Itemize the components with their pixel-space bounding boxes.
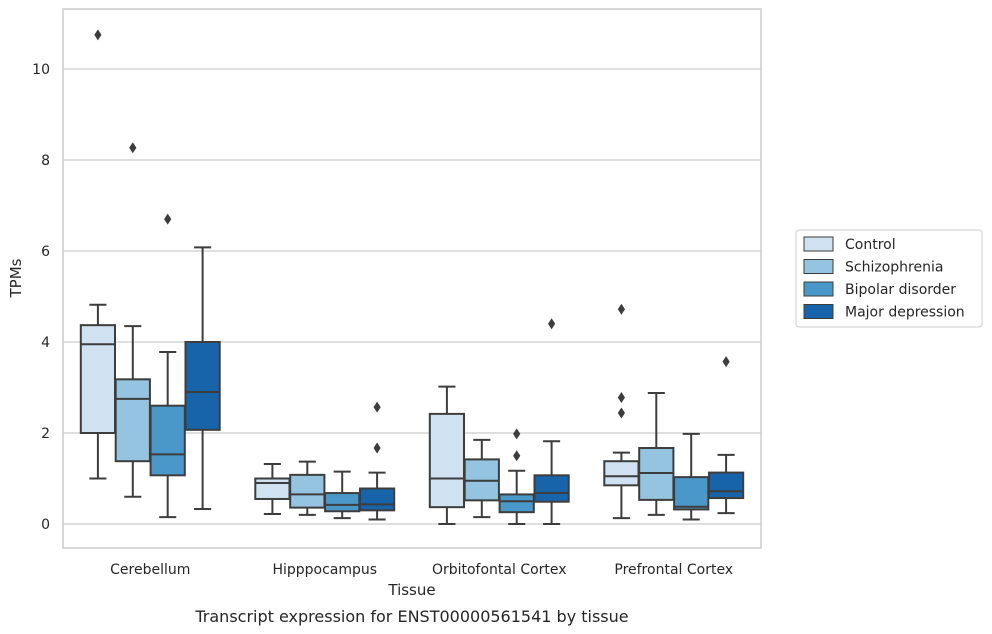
box-body bbox=[498, 493, 535, 514]
y-tick-label: 4 bbox=[41, 335, 50, 351]
legend-label: Major depression bbox=[845, 305, 965, 321]
x-axis-label: Tissue bbox=[387, 581, 435, 599]
y-tick-label: 6 bbox=[41, 244, 50, 260]
box-body bbox=[707, 471, 745, 500]
box-3-1 bbox=[358, 401, 396, 521]
box-0-2 bbox=[428, 385, 466, 525]
legend-items: Control Schizophrenia Bipolar disorder Majo… bbox=[803, 236, 965, 321]
boxes bbox=[79, 29, 745, 525]
x-tick-label: Cerebellum bbox=[110, 562, 190, 578]
box-1-0 bbox=[114, 142, 151, 498]
box-1-3 bbox=[638, 391, 675, 516]
outlier-point bbox=[164, 213, 172, 225]
outlier-point bbox=[617, 407, 625, 419]
x-tick-label: Orbitofontal Cortex bbox=[432, 562, 567, 578]
outlier-point bbox=[513, 450, 521, 462]
box-body bbox=[79, 324, 117, 435]
box-2-3 bbox=[673, 432, 710, 521]
box-2-0 bbox=[149, 213, 186, 519]
legend-label: Schizophrenia bbox=[845, 260, 943, 276]
legend-swatch bbox=[803, 281, 834, 297]
box-3-2 bbox=[533, 318, 570, 525]
outlier-point bbox=[373, 401, 381, 413]
box-1-1 bbox=[289, 460, 326, 516]
y-tick-label: 2 bbox=[41, 426, 50, 442]
box-body bbox=[149, 404, 186, 477]
legend-label: Bipolar disorder bbox=[845, 282, 956, 298]
box-body bbox=[184, 341, 221, 431]
outlier-point bbox=[617, 392, 625, 404]
box-body bbox=[358, 487, 396, 512]
box-body bbox=[533, 474, 570, 503]
box-body bbox=[603, 460, 640, 487]
outlier-point bbox=[722, 356, 730, 368]
y-tick-label: 0 bbox=[41, 517, 50, 533]
box-body bbox=[289, 473, 326, 509]
outlier-point bbox=[548, 318, 556, 330]
outlier-point bbox=[373, 442, 381, 454]
x-tick-label: Hipppocampus bbox=[272, 562, 377, 578]
legend-frame bbox=[795, 229, 983, 328]
legend: Control Schizophrenia Bipolar disorder Majo… bbox=[795, 229, 983, 328]
y-axis-label: TPMs bbox=[7, 258, 25, 298]
legend-swatch bbox=[803, 304, 834, 319]
outlier-point bbox=[617, 303, 625, 315]
y-ticks: 0 2 4 6 8 10 bbox=[32, 62, 50, 533]
box-body bbox=[428, 412, 466, 509]
legend-swatch bbox=[803, 259, 834, 274]
outlier-point bbox=[94, 29, 102, 41]
legend-label: Control bbox=[845, 237, 896, 253]
box-body bbox=[114, 378, 151, 463]
box-1-2 bbox=[463, 438, 500, 519]
outlier-point bbox=[513, 428, 521, 440]
box-3-0 bbox=[184, 246, 221, 510]
y-tick-label: 10 bbox=[32, 62, 50, 78]
plot-frame bbox=[62, 8, 762, 549]
legend-swatch bbox=[803, 236, 834, 252]
box-3-3 bbox=[707, 356, 745, 515]
y-tick-label: 8 bbox=[41, 153, 50, 169]
box-2-1 bbox=[324, 470, 361, 520]
box-body bbox=[673, 476, 710, 511]
box-body bbox=[324, 492, 361, 513]
box-body bbox=[254, 477, 291, 500]
x-ticks: Cerebellum Hipppocampus Orbitofontal Corte… bbox=[110, 562, 733, 578]
x-tick-label: Prefrontal Cortex bbox=[614, 562, 733, 578]
chart-caption: Transcript expression for ENST0000056154… bbox=[194, 607, 628, 626]
box-2-2 bbox=[498, 428, 535, 525]
outlier-point bbox=[129, 142, 137, 154]
